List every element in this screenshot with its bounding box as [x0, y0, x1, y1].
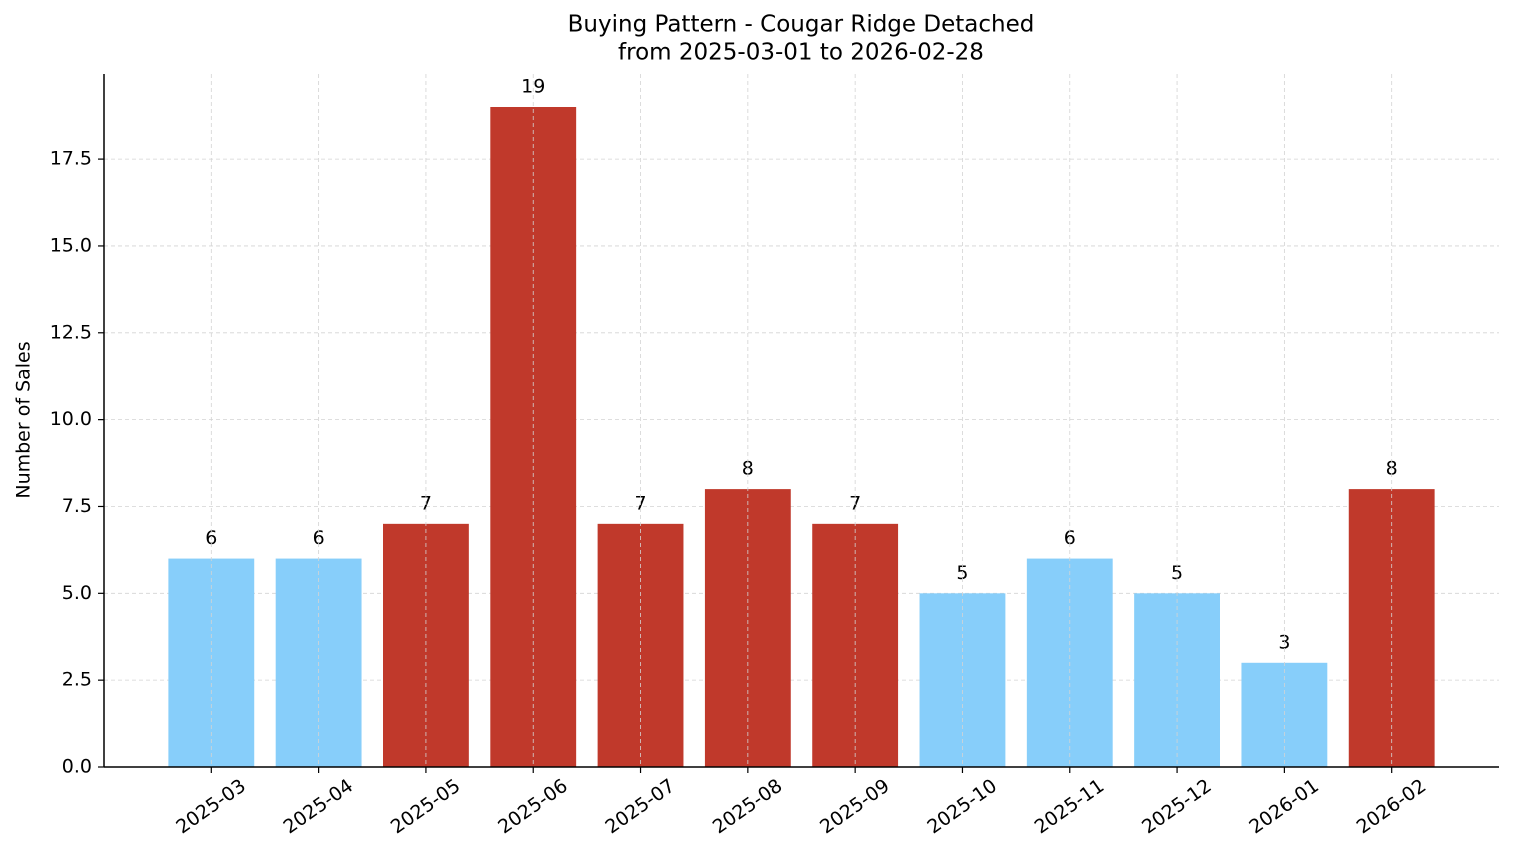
- y-tick-label: 0.0: [62, 756, 92, 778]
- chart-subtitle: from 2025-03-01 to 2026-02-28: [618, 40, 984, 66]
- x-tick-label: 2026-02: [1353, 775, 1431, 839]
- x-tick-label: 2026-01: [1245, 775, 1323, 839]
- y-axis-label: Number of Sales: [13, 341, 35, 498]
- x-tick-label: 2025-08: [709, 775, 787, 839]
- x-tick-label: 2025-05: [387, 775, 465, 839]
- y-tick-label: 5.0: [62, 582, 92, 604]
- y-tick-label: 10.0: [50, 408, 92, 430]
- chart-title: Buying Pattern - Cougar Ridge Detached: [568, 12, 1035, 38]
- y-tick-label: 7.5: [62, 495, 92, 517]
- y-tick-label: 17.5: [50, 148, 92, 170]
- value-label: 19: [521, 76, 545, 98]
- x-tick-label: 2025-11: [1031, 775, 1109, 839]
- y-tick-label: 15.0: [50, 234, 92, 256]
- x-tick-label: 2025-12: [1138, 775, 1216, 839]
- y-tick-label: 12.5: [50, 321, 92, 343]
- x-tick-label: 2025-07: [601, 775, 679, 839]
- x-tick-label: 2025-10: [923, 775, 1001, 839]
- y-tick-label: 2.5: [62, 669, 92, 691]
- x-tick-label: 2025-09: [816, 775, 894, 839]
- bar: [490, 107, 577, 767]
- x-tick-label: 2025-03: [172, 775, 250, 839]
- x-tick-label: 2025-04: [280, 775, 358, 839]
- x-tick-label: 2025-06: [494, 775, 572, 839]
